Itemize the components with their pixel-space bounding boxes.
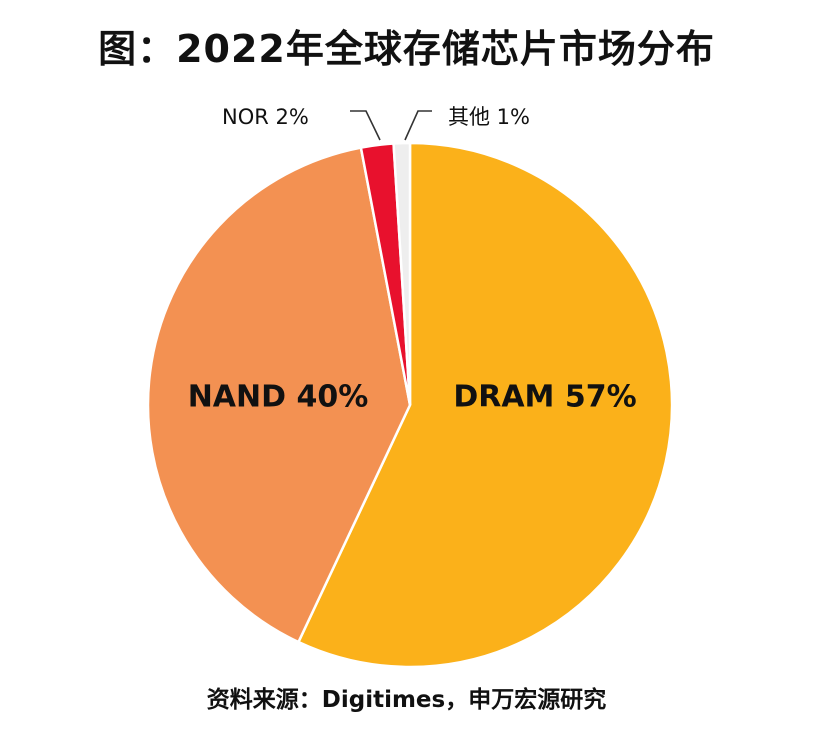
slice-label-3: NOR 2% — [222, 105, 309, 129]
slice-label-2: NAND 40% — [188, 380, 369, 415]
leader-line-3 — [350, 110, 381, 141]
slice-label-1: DRAM 57% — [453, 380, 636, 415]
pie-slice-4 — [392, 141, 412, 406]
leader-line-4 — [404, 110, 432, 141]
chart-title: 图：2022年全球存储芯片市场分布 — [98, 27, 715, 71]
source-note: 资料来源：Digitimes，申万宏源研究 — [206, 687, 607, 713]
pie-slice-2 — [146, 146, 412, 644]
pie-slice-1 — [296, 141, 674, 669]
slice-label-4: 其他 1% — [448, 105, 530, 129]
